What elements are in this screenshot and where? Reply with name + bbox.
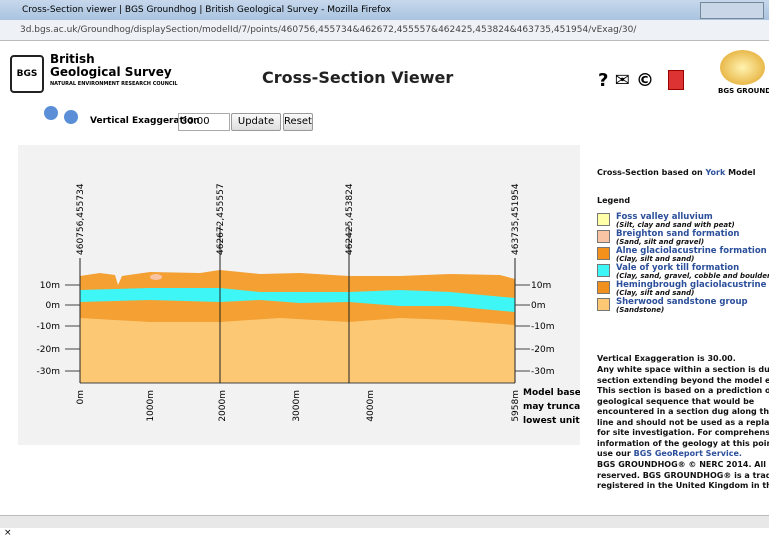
depth-label-right: 0m [531,301,546,311]
info-panel: Cross-Section based on York Model Legend… [597,160,769,490]
depth-label-right: -30m [531,367,554,377]
copyright-line: reserved. BGS GROUNDHOG® is a tradem [597,470,769,480]
logo-line2: Geological Survey [50,65,172,79]
legend-description: (Sandstone) [616,306,665,314]
scrollbar[interactable] [0,515,769,528]
reset-button[interactable]: Reset [283,113,313,131]
brand: BGS GROUNDHOG [718,87,769,95]
description-line: This section is based on a prediction of… [597,386,769,395]
legend-name[interactable]: Hemingbrough glaciolacustrine formation [616,280,769,290]
legend-description: (Silt, clay and sand with peat) [616,221,735,229]
page-title: Cross-Section Viewer [262,68,454,87]
base-note: Model base [523,388,580,398]
groundhog-logo [720,50,765,85]
zoom-out[interactable] [64,110,78,124]
distance-label: 3000m [292,390,302,422]
depth-label-right: -10m [531,322,554,332]
point-label: 463735,451954 [511,183,521,255]
pdf-icon[interactable] [668,70,684,90]
legend-description: (Clay, sand, gravel, cobble and boulders… [616,272,769,280]
title-bar: Cross-Section viewer | BGS Groundhog | B… [0,0,769,20]
legend-swatch [597,213,610,226]
legend-name[interactable]: Alne glaciolacustrine formation [616,246,767,256]
depth-label-left: 10m [40,281,60,291]
legend-description: (Sand, silt and gravel) [616,238,705,246]
logo-badge: BGS [10,55,44,93]
based-on-prefix: Cross-Section based on [597,168,703,177]
copyright-line: BGS GROUNDHOG® © NERC 2014. All right [597,460,769,469]
base-note: lowest unit [523,416,580,426]
distance-label: 5958m [511,390,521,422]
georeport-link[interactable]: BGS GeoReport Service. [633,449,742,458]
window-controls[interactable] [700,2,764,19]
legend-swatch [597,230,610,243]
copyright-line: registered in the United Kingdom in the … [597,481,769,490]
depth-label-left: -10m [37,322,60,332]
legend-name[interactable]: Foss valley alluvium [616,212,713,222]
georeport-line: use our BGS GeoReport Service. [597,449,742,458]
exaggeration-note: Vertical Exaggeration is 30.00. [597,354,736,363]
distance-label: 0m [76,390,86,405]
logo-org: NATURAL ENVIRONMENT RESEARCH COUNCIL [50,81,178,87]
description-line: geological sequence that would be [597,396,755,406]
till-layer [80,288,515,312]
description-line: for site investigation. For comprehensiv… [597,428,769,437]
base-note: may truncate [523,402,580,412]
legend-name[interactable]: Breighton sand formation [616,229,740,239]
based-on: Cross-Section based on York Model [597,168,755,177]
description-line: line and should not be used as a replace… [597,417,769,427]
zoom-in[interactable] [44,106,58,120]
close-status[interactable]: × [4,528,12,538]
exaggeration-input[interactable]: 30.00 [178,113,230,131]
legend-swatch [597,247,610,260]
legend-description: (Clay, silt and sand) [616,255,695,263]
description-line: section extending beyond the model exte [597,375,769,385]
legend-name[interactable]: Vale of york till formation [616,263,740,273]
point-label: 460756,455734 [76,183,86,255]
depth-label-left: -30m [37,367,60,377]
exaggeration-label: Vertical Exaggeration [90,116,200,126]
link-prefix: use our [597,449,631,458]
window-title: Cross-Section viewer | BGS Groundhog | B… [22,5,391,15]
depth-label-left: 0m [46,301,61,311]
legend-swatch [597,281,610,294]
legend-title: Legend [597,196,631,205]
url: 3d.bgs.ac.uk/Groundhog/displaySection/mo… [20,25,637,35]
distance-label: 1000m [146,390,156,422]
cross-section: 460756,455734 462672,455557 462425,453824 4… [18,145,580,445]
logo-line1: British [50,52,95,66]
sandstone-layer [80,318,515,383]
based-on-suffix: Model [728,168,756,177]
update-button[interactable]: Update [231,113,281,131]
depth-label-left: -20m [37,345,60,355]
depth-label-right: -20m [531,345,554,355]
depth-label-right: 10m [531,281,551,291]
distance-label: 4000m [366,390,376,422]
legend-name[interactable]: Sherwood sandstone group [616,297,748,307]
distance-label: 2000m [218,390,228,422]
description-line: information of the geology at this point… [597,438,769,448]
sand-patch [150,274,162,280]
legend-swatch [597,264,610,277]
point-label: 462425,453824 [345,183,355,255]
description-line: encountered in a section dug along the c… [597,407,769,416]
description-line: Any white space within a section is due … [597,365,769,374]
legend-description: (Clay, silt and sand) [616,289,695,297]
url-bar[interactable]: 3d.bgs.ac.uk/Groundhog/displaySection/mo… [0,20,769,41]
point-label: 462672,455557 [216,183,226,255]
model-link[interactable]: York [705,168,726,177]
legend-swatch [597,298,610,311]
header-icons[interactable]: ? ✉ © [598,70,655,91]
